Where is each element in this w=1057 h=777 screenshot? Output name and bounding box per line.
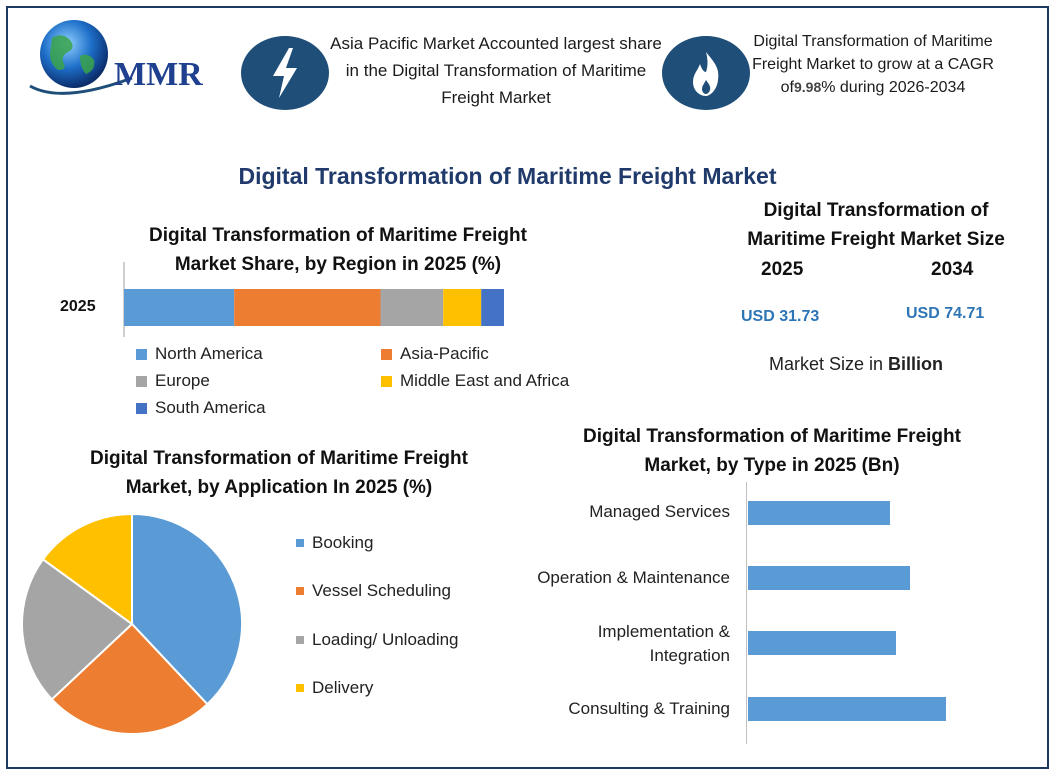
region-bar-segment-middle-east-and-africa xyxy=(443,289,482,326)
legend-label: South America xyxy=(155,398,266,417)
lightning-bolt-icon xyxy=(241,36,329,110)
market-size-title: Digital Transformation of Maritime Freig… xyxy=(747,200,1005,250)
legend-label: North America xyxy=(155,344,263,363)
legend-south-america: South America xyxy=(136,398,266,418)
legend-swatch xyxy=(381,348,392,360)
region-bar-segment-south-america xyxy=(481,289,504,326)
type-bar-chart xyxy=(748,501,946,721)
highlight-asia-pacific: Asia Pacific Market Accounted largest sh… xyxy=(330,34,662,107)
unit-bold: Billion xyxy=(888,354,944,374)
legend-asia-pacific: Asia-Pacific xyxy=(381,344,489,364)
type-label-implementation-integration: Implementation & Integration xyxy=(597,622,730,665)
type-bar-implementation-integration xyxy=(748,631,896,655)
legend-label: Middle East and Africa xyxy=(400,371,570,390)
region-bar-segment-north-america xyxy=(124,289,235,326)
region-stacked-bar xyxy=(124,289,504,326)
legend-swatch xyxy=(296,539,304,547)
legend-label: Booking xyxy=(312,533,374,552)
pie-slice-vessel-scheduling xyxy=(50,622,209,735)
type-axis-line xyxy=(746,482,747,744)
application-chart-title: Digital Transformation of Maritime Freig… xyxy=(90,448,468,498)
legend-label: Loading/ Unloading xyxy=(312,630,459,649)
pie-slice-booking xyxy=(131,512,243,706)
region-bar-segment-europe xyxy=(380,289,444,326)
market-size-value-2025: USD 31.73 xyxy=(741,308,820,325)
pie-slice-delivery xyxy=(41,512,133,626)
market-size-value-2034: USD 74.71 xyxy=(906,305,985,322)
legend-swatch xyxy=(296,636,304,644)
unit-prefix: Market Size in xyxy=(769,354,889,374)
market-size-unit: Market Size in Billion xyxy=(769,354,943,375)
type-bar-operation-maintenance xyxy=(748,566,910,590)
cagr-text-pre: Digital Transformation of Maritime Freig… xyxy=(752,33,994,96)
region-bar-segment-asia-pacific xyxy=(234,289,381,326)
highlight-cagr: Digital Transformation of Maritime Freig… xyxy=(752,30,994,99)
type-label-consulting-training: Consulting & Training xyxy=(568,699,730,718)
pie-slice-loading-unloading xyxy=(21,557,134,701)
cagr-text-post: % during 2026-2034 xyxy=(821,79,966,96)
legend-label: Asia-Pacific xyxy=(400,344,489,363)
legend-swatch xyxy=(381,375,392,387)
region-category-label: 2025 xyxy=(60,298,96,315)
legend-swatch xyxy=(136,375,147,387)
application-pie-chart xyxy=(21,512,243,735)
region-chart-title: Digital Transformation of Maritime Freig… xyxy=(149,225,527,275)
outer-frame xyxy=(6,6,1049,769)
market-size-year-2034: 2034 xyxy=(931,259,974,280)
legend-swatch xyxy=(296,684,304,692)
legend-europe: Europe xyxy=(136,371,210,391)
legend-swatch xyxy=(136,402,147,414)
svg-text:MMR: MMR xyxy=(114,56,203,93)
legend-label: Vessel Scheduling xyxy=(312,581,451,600)
pie-legend-vessel-scheduling: Vessel Scheduling xyxy=(296,581,451,601)
type-label-operation-maintenance: Operation & Maintenance xyxy=(537,568,730,587)
main-title: Digital Transformation of Maritime Freig… xyxy=(238,163,777,189)
mmr-logo: MMR xyxy=(22,16,222,102)
pie-legend-loading-unloading: Loading/ Unloading xyxy=(296,630,459,650)
legend-swatch xyxy=(136,348,147,360)
flame-icon xyxy=(662,36,750,110)
cagr-value: 9.98 xyxy=(793,79,822,95)
legend-swatch xyxy=(296,587,304,595)
market-size-year-2025: 2025 xyxy=(761,259,804,280)
legend-middle-east-africa: Middle East and Africa xyxy=(381,371,569,391)
legend-label: Delivery xyxy=(312,678,374,697)
legend-label: Europe xyxy=(155,371,210,390)
type-chart-title: Digital Transformation of Maritime Freig… xyxy=(583,426,961,476)
pie-legend-delivery: Delivery xyxy=(296,678,373,698)
pie-legend-booking: Booking xyxy=(296,533,373,553)
legend-north-america: North America xyxy=(136,344,263,364)
type-bar-consulting-training xyxy=(748,697,946,721)
type-label-managed-services: Managed Services xyxy=(589,502,730,521)
type-bar-managed-services xyxy=(748,501,890,525)
